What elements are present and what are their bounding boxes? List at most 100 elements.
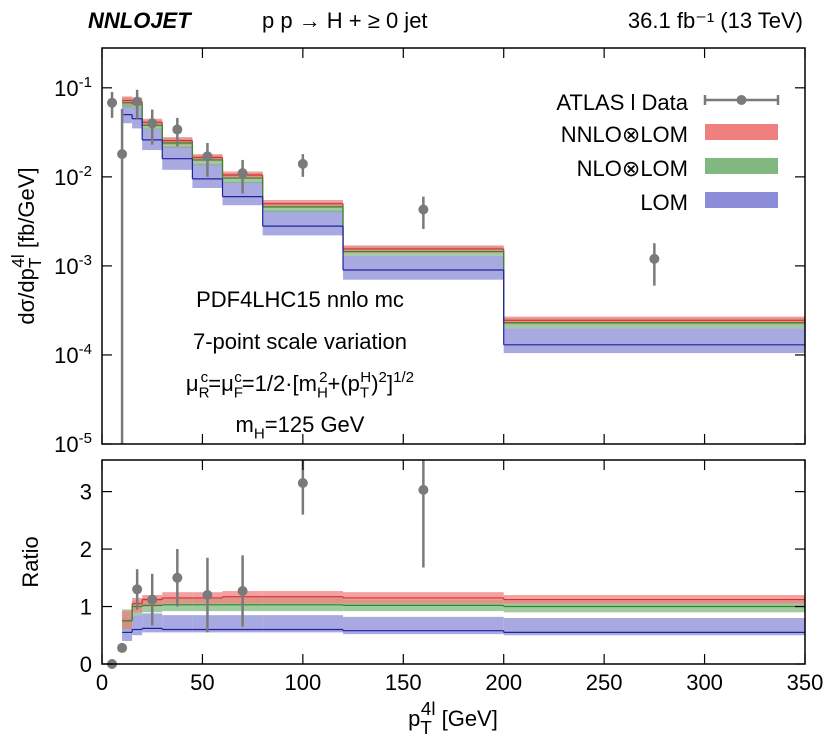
data-point	[237, 168, 248, 179]
y-axis-label: dσ/dpT4l [fb/GeV]	[8, 167, 45, 324]
y-tick-label: 3	[80, 480, 92, 505]
label-part: +(p	[327, 371, 359, 396]
frame	[101, 47, 806, 445]
tick-exponent: -3	[79, 252, 92, 269]
label-part: 7-point scale variation	[193, 329, 407, 354]
legend-label: NLO⊗LOM	[577, 156, 688, 181]
tick-base: 10	[54, 432, 78, 457]
label-part: T	[360, 384, 369, 401]
data-point	[418, 484, 429, 495]
label-part: p	[408, 706, 420, 731]
tick-base: 10	[54, 343, 78, 368]
label-part: [GeV]	[435, 706, 497, 731]
legend-swatch	[705, 124, 778, 140]
frame	[101, 459, 806, 665]
band	[122, 104, 133, 124]
legend-label: LOM	[640, 190, 688, 215]
legend-swatch	[736, 95, 747, 105]
x-tick-label: 100	[284, 670, 321, 695]
data-point	[117, 149, 128, 160]
label-part: H	[317, 384, 328, 401]
x-tick-label: 0	[96, 670, 108, 695]
data-point	[172, 572, 183, 583]
data-point	[237, 586, 248, 597]
tick-base: 10	[54, 254, 78, 279]
label-part: [fb/GeV]	[14, 167, 39, 254]
label-part: dσ/dp	[14, 268, 39, 324]
band	[343, 255, 504, 280]
y-tick-label: 1	[80, 595, 92, 620]
label-part: T	[420, 717, 431, 738]
label-part: Ratio	[18, 536, 43, 587]
label-part: F	[234, 384, 243, 401]
legend-label: ATLAS l Data	[556, 90, 688, 115]
title-brand: NNLOJET	[88, 8, 192, 33]
data-point	[172, 124, 183, 135]
title-lumi: 36.1 fb⁻¹ (13 TeV)	[628, 8, 803, 33]
label-part: PDF4LHC15 nnlo mc	[196, 287, 404, 312]
label-part: 4l	[421, 698, 436, 719]
band	[162, 615, 193, 633]
x-tick-label: 350	[787, 670, 824, 695]
title-process: p p → H + ≥ 0 jet	[262, 8, 428, 33]
x-tick-label: 200	[485, 670, 522, 695]
label-part: 2	[379, 369, 387, 386]
band	[132, 615, 143, 636]
band	[262, 210, 344, 236]
data-point	[649, 253, 660, 264]
band	[222, 181, 263, 206]
label-part: ]	[387, 371, 393, 396]
data-point	[147, 594, 158, 605]
legend-swatch	[705, 192, 778, 208]
label-part: H	[254, 425, 265, 442]
legend-swatch	[705, 158, 778, 174]
data-point	[202, 590, 213, 601]
annotation: 7-point scale variation	[193, 329, 407, 354]
plot-area	[110, 89, 805, 444]
x-tick-label: 300	[686, 670, 723, 695]
x-tick-label: 250	[586, 670, 623, 695]
band	[122, 611, 133, 629]
y-tick-label: 0	[80, 652, 92, 677]
label-part: =125 GeV	[265, 412, 365, 437]
band	[343, 616, 504, 635]
data-point	[418, 204, 429, 215]
label-part: 1/2	[393, 369, 414, 386]
tick-exponent: -1	[79, 74, 92, 91]
annotation: PDF4LHC15 nnlo mc	[196, 287, 404, 312]
tick-base: 10	[54, 165, 78, 190]
y-tick-label: 10-2	[54, 163, 92, 190]
label-part: c	[234, 369, 242, 386]
x-tick-label: 150	[385, 670, 422, 695]
data-point	[297, 158, 308, 169]
data-point	[107, 97, 118, 108]
y-axis-label: Ratio	[18, 536, 43, 587]
plot-area	[120, 460, 805, 651]
label-part: μ	[186, 371, 199, 396]
y-tick-label: 10-3	[54, 252, 92, 279]
label-part: m	[236, 412, 254, 437]
data-point	[147, 118, 158, 129]
data-point	[132, 96, 143, 107]
label-part: T	[25, 257, 45, 268]
tick-base: 10	[54, 76, 78, 101]
tick-exponent: -4	[79, 341, 92, 358]
data-point	[297, 477, 308, 488]
tick-exponent: -5	[79, 430, 92, 447]
band	[262, 615, 344, 633]
label-part: 4l	[8, 254, 28, 267]
annotation: mH=125 GeV	[236, 412, 365, 442]
label-part: =1/2·[m	[242, 371, 317, 396]
label-part: R	[199, 384, 210, 401]
label-part: c	[201, 369, 209, 386]
band	[503, 328, 805, 354]
legend-label: NNLO⊗LOM	[561, 122, 688, 147]
y-tick-label: 2	[80, 537, 92, 562]
data-point	[117, 642, 128, 653]
label-part: H	[360, 369, 371, 386]
label-part: )	[371, 371, 378, 396]
y-tick-label: 10-5	[54, 430, 92, 457]
label-part: =μ	[208, 371, 234, 396]
label-part: 2	[319, 369, 327, 386]
